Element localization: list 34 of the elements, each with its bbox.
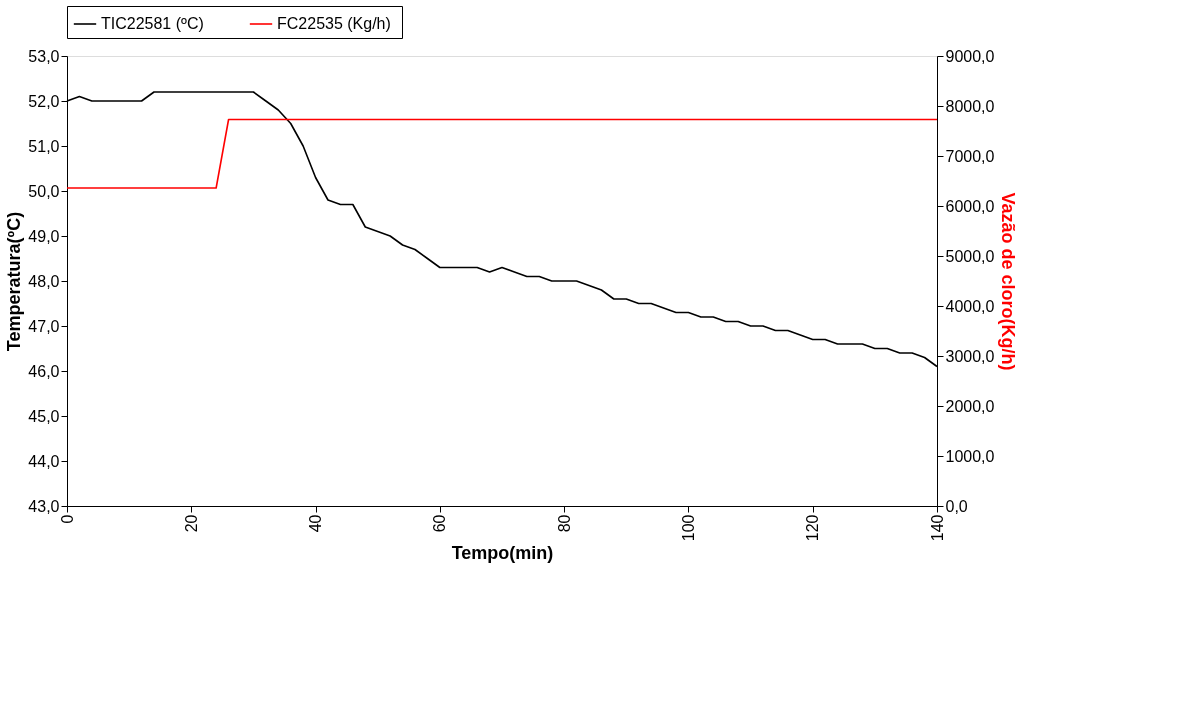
x-tick-label: 100 (679, 514, 697, 542)
x-tick-label: 60 (431, 514, 449, 533)
y2-tick-label: 0,0 (945, 497, 968, 515)
y2-tick-label: 2000,0 (945, 397, 995, 415)
y-axis-title: Temperatura(ºC) (4, 211, 25, 352)
legend-label: TIC22581 (ºC) (101, 15, 204, 32)
y-tick-label: 51,0 (28, 137, 60, 155)
y-tick-label: 45,0 (28, 407, 60, 425)
y2-tick-label: 7000,0 (945, 147, 995, 165)
y2-tick-label: 3000,0 (945, 347, 995, 365)
y2-tick-label: 4000,0 (945, 297, 995, 315)
y2-tick-label: 1000,0 (945, 447, 995, 465)
y-tick-label: 47,0 (28, 317, 60, 335)
y2-tick-label: 8000,0 (945, 97, 995, 115)
x-tick-label: 0 (58, 514, 76, 524)
y-tick-label: 48,0 (28, 272, 60, 290)
legend-label: FC22535 (Kg/h) (277, 15, 391, 32)
x-tick-label: 20 (182, 514, 200, 533)
y-tick-label: 44,0 (28, 452, 60, 470)
y-tick-label: 52,0 (28, 92, 60, 110)
x-tick-label: 80 (555, 514, 573, 533)
x-tick-label: 140 (928, 514, 946, 542)
x-axis-title: Tempo(min) (451, 543, 554, 564)
y-tick-label: 50,0 (28, 182, 60, 200)
y-tick-label: 53,0 (28, 47, 60, 65)
y-tick-label: 49,0 (28, 227, 60, 245)
y2-tick-label: 9000,0 (945, 47, 995, 65)
y-tick-label: 43,0 (28, 497, 60, 515)
y2-axis-title: Vazão de cloro(Kg/h) (998, 192, 1019, 371)
x-tick-label: 40 (307, 514, 325, 533)
y2-tick-label: 6000,0 (945, 197, 995, 215)
y2-tick-label: 5000,0 (945, 247, 995, 265)
x-tick-label: 120 (804, 514, 822, 542)
y-tick-label: 46,0 (28, 362, 60, 380)
